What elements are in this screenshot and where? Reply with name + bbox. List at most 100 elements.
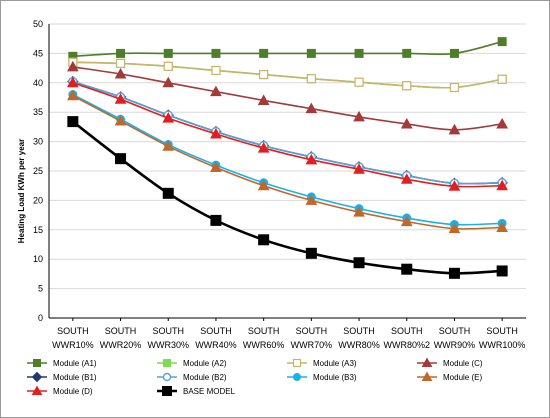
y-tick-label: 35 bbox=[33, 107, 43, 117]
data-point bbox=[162, 187, 174, 199]
data-point bbox=[259, 48, 269, 58]
x-tick-label: SOUTH bbox=[391, 326, 423, 336]
legend-label: Module (B3) bbox=[313, 373, 357, 382]
data-point bbox=[305, 247, 317, 259]
data-point bbox=[354, 48, 364, 58]
data-point bbox=[449, 82, 460, 93]
x-tick-label: SOUTH bbox=[105, 326, 137, 336]
legend-marker bbox=[421, 357, 433, 367]
data-point bbox=[114, 67, 127, 79]
legend-marker bbox=[31, 371, 43, 383]
data-point bbox=[210, 214, 222, 226]
y-tick-label: 25 bbox=[33, 166, 43, 176]
legend-label: Module (E) bbox=[443, 373, 482, 382]
data-point bbox=[400, 117, 413, 129]
series-layer bbox=[67, 37, 508, 279]
x-tick-label: SOUTH bbox=[57, 326, 89, 336]
legend-item: Module (A3) bbox=[287, 358, 357, 368]
legend-item: BASE MODEL bbox=[157, 386, 236, 396]
series-8 bbox=[67, 76, 508, 191]
data-point bbox=[353, 257, 365, 269]
data-point bbox=[448, 222, 461, 234]
data-point bbox=[115, 153, 127, 165]
legend-marker bbox=[292, 358, 302, 368]
x-tick-label: WWR80%2 bbox=[383, 340, 430, 350]
data-point bbox=[448, 267, 460, 279]
legend-label: Module (D) bbox=[53, 387, 93, 396]
series-3 bbox=[67, 60, 508, 135]
data-point bbox=[448, 123, 461, 135]
data-point bbox=[211, 65, 221, 76]
series-line bbox=[72, 80, 503, 185]
data-point bbox=[353, 206, 365, 217]
series-line bbox=[72, 61, 503, 89]
x-tick-label: WWR100% bbox=[479, 340, 526, 350]
data-point bbox=[258, 234, 270, 246]
legend-marker bbox=[162, 386, 172, 396]
x-tick-label: SOUTH bbox=[296, 326, 328, 336]
series-2 bbox=[68, 57, 507, 93]
data-point bbox=[306, 74, 316, 84]
data-point bbox=[114, 93, 127, 104]
data-point bbox=[162, 112, 175, 123]
y-tick-label: 30 bbox=[33, 137, 43, 147]
series-line bbox=[72, 120, 503, 275]
data-point bbox=[259, 69, 269, 80]
data-point bbox=[305, 194, 318, 205]
x-tick-label: WWR40% bbox=[195, 340, 237, 350]
legend-label: Module (A1) bbox=[53, 359, 97, 368]
series-line bbox=[72, 82, 503, 188]
data-point bbox=[496, 221, 508, 232]
y-tick-label: 20 bbox=[33, 195, 43, 205]
y-tick-label: 0 bbox=[38, 313, 43, 323]
legend-label: Module (A2) bbox=[183, 359, 227, 368]
data-point bbox=[162, 140, 175, 151]
legend-marker bbox=[31, 385, 43, 395]
data-point bbox=[353, 163, 365, 174]
y-axis-title: Heating Load KWh per year bbox=[17, 139, 26, 243]
data-point bbox=[400, 215, 413, 227]
data-point bbox=[496, 265, 508, 277]
legend-marker bbox=[293, 373, 301, 381]
y-tick-label: 45 bbox=[33, 48, 43, 58]
data-point bbox=[67, 89, 79, 101]
data-point bbox=[497, 37, 507, 47]
legend-label: Module (B1) bbox=[53, 373, 97, 382]
series-line bbox=[72, 40, 503, 58]
y-tick-label: 50 bbox=[33, 19, 43, 29]
data-point bbox=[448, 180, 461, 191]
data-point bbox=[67, 60, 79, 72]
legend-item: Module (D) bbox=[27, 385, 93, 396]
data-point bbox=[210, 127, 222, 139]
data-point bbox=[497, 74, 507, 84]
data-point bbox=[353, 110, 365, 122]
data-point bbox=[210, 161, 222, 172]
axis-layer: 0 5 10 15 20 25 30 35 40 45 50 SOUTH WWR10% SOUTH WWR2… bbox=[33, 19, 525, 350]
data-point bbox=[306, 48, 316, 58]
series-line bbox=[72, 93, 503, 226]
legend-label: Module (A3) bbox=[313, 359, 357, 368]
data-point bbox=[449, 48, 459, 58]
x-tick-label: WWR20% bbox=[100, 340, 142, 350]
x-tick-label: WWR80% bbox=[338, 340, 380, 350]
data-point bbox=[496, 179, 508, 191]
series-6 bbox=[68, 90, 507, 230]
series-7 bbox=[67, 89, 508, 234]
legend-item: Module (B1) bbox=[27, 371, 97, 383]
series-9 bbox=[67, 116, 508, 279]
legend-item: Module (A2) bbox=[157, 359, 227, 368]
x-tick-label: SOUTH bbox=[439, 326, 471, 336]
legend-label: BASE MODEL bbox=[183, 387, 236, 396]
series-line bbox=[72, 66, 503, 131]
data-point bbox=[114, 114, 127, 126]
data-point bbox=[257, 142, 270, 153]
data-point bbox=[115, 58, 126, 68]
x-tick-label: SOUTH bbox=[153, 326, 185, 336]
x-tick-label: SOUTH bbox=[343, 326, 375, 336]
x-tick-label: SOUTH bbox=[248, 326, 280, 336]
y-tick-label: 40 bbox=[33, 78, 43, 88]
legend-marker bbox=[163, 359, 171, 367]
legend-item: Module (A1) bbox=[27, 359, 97, 368]
